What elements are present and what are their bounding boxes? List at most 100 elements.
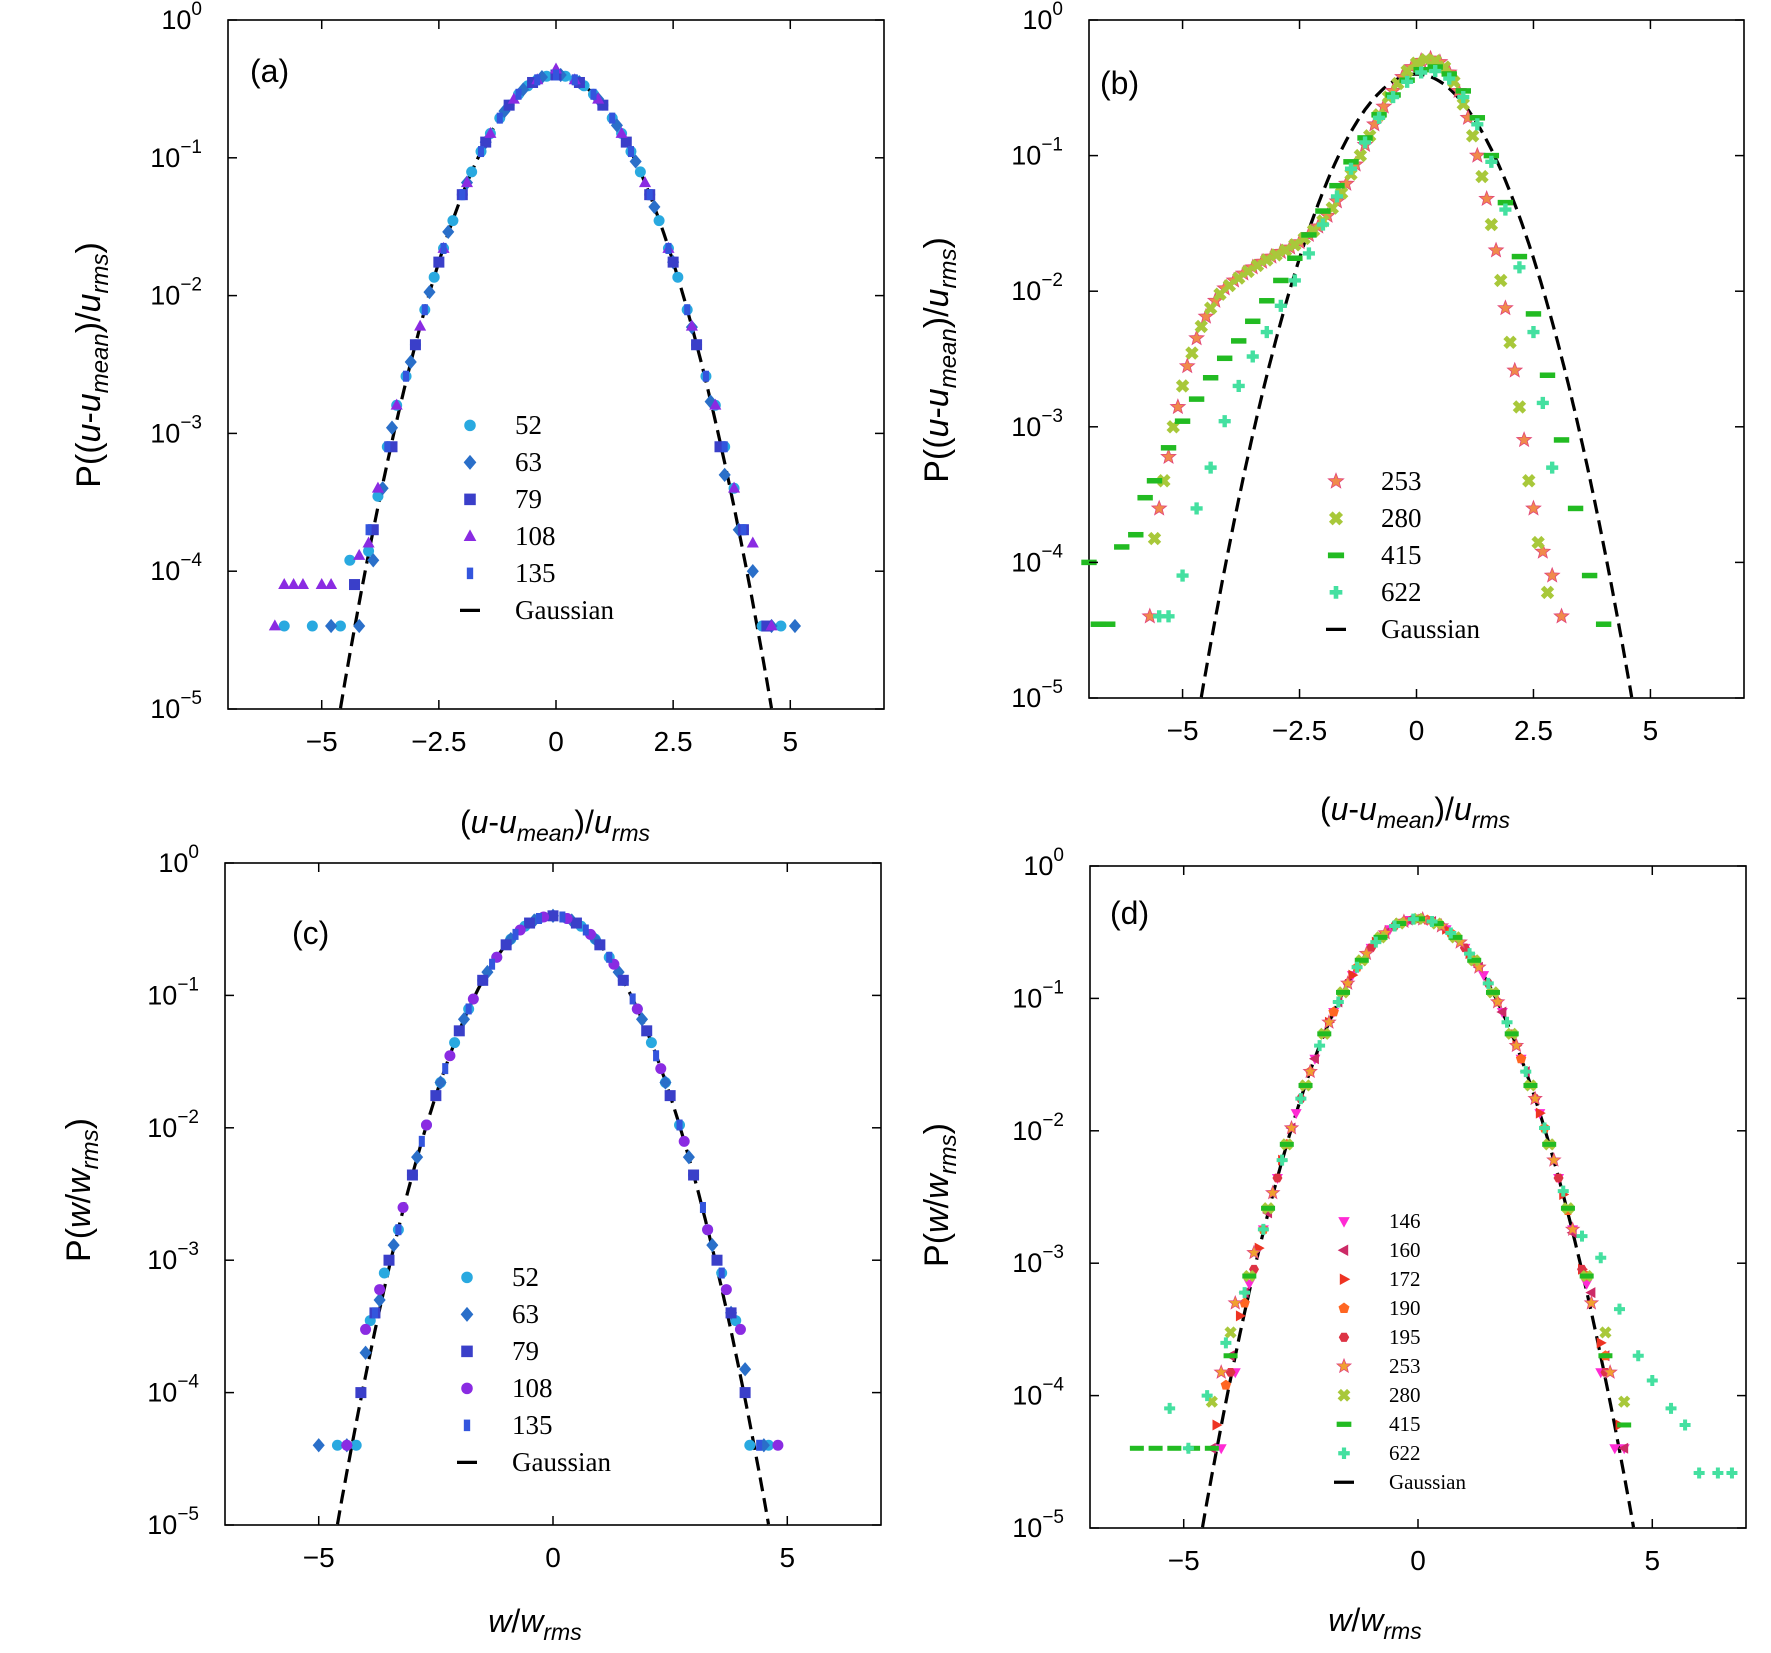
data-point xyxy=(746,536,759,548)
data-point xyxy=(1232,379,1245,393)
data-point xyxy=(411,1150,424,1165)
data-point xyxy=(1220,1337,1232,1349)
data-point xyxy=(1531,535,1545,550)
data-point xyxy=(1496,1006,1507,1018)
data-point xyxy=(1679,1419,1691,1431)
x-tick-label: 2.5 xyxy=(654,726,693,757)
data-point xyxy=(1583,1294,1600,1310)
data-point xyxy=(1188,396,1205,402)
data-point xyxy=(1535,1107,1546,1119)
panel-b-y-axis-label: P((u-umean)/urms) xyxy=(918,237,962,483)
data-point xyxy=(739,1387,751,1399)
data-point xyxy=(1261,1205,1276,1211)
data-point xyxy=(1227,1294,1243,1310)
y-tick-label: 10−2 xyxy=(1011,270,1063,306)
data-point xyxy=(1150,499,1168,516)
data-point xyxy=(1419,52,1433,67)
data-point xyxy=(367,524,379,536)
data-point xyxy=(507,92,520,104)
data-point xyxy=(500,939,512,951)
x-tick-label: 5 xyxy=(1644,1545,1660,1576)
data-point xyxy=(1218,415,1231,428)
data-point xyxy=(1190,502,1203,515)
data-point xyxy=(665,242,672,254)
data-point xyxy=(1220,1379,1232,1390)
legend-marker xyxy=(1337,1388,1351,1402)
data-point xyxy=(1489,993,1506,1009)
data-point xyxy=(428,271,440,283)
data-point xyxy=(1114,544,1130,550)
data-point xyxy=(552,69,560,81)
gaussian-line xyxy=(338,73,774,709)
data-point xyxy=(1485,155,1498,168)
data-point xyxy=(1618,1395,1631,1408)
data-point xyxy=(1339,975,1356,990)
data-point xyxy=(1400,64,1414,78)
data-point xyxy=(1128,531,1144,538)
data-point xyxy=(1222,278,1237,293)
panel-d-y-axis-label: P(w/wrms) xyxy=(918,1123,962,1267)
data-point xyxy=(385,420,399,435)
data-point xyxy=(372,490,384,502)
data-point xyxy=(1539,372,1556,378)
data-point xyxy=(1182,1442,1194,1454)
panel-b-label: (b) xyxy=(1100,65,1139,101)
data-point xyxy=(1224,1326,1237,1339)
legend-marker xyxy=(463,454,477,470)
data-point xyxy=(1525,499,1542,516)
legend-gaussian-label: Gaussian xyxy=(1389,1470,1466,1494)
data-point xyxy=(374,1284,386,1296)
panel-d-series xyxy=(1129,911,1738,1479)
legend-label: 415 xyxy=(1389,1412,1421,1436)
data-point xyxy=(1351,961,1363,973)
data-point xyxy=(404,354,417,370)
data-point xyxy=(559,911,566,923)
data-point xyxy=(421,304,428,316)
data-point xyxy=(1617,1422,1632,1428)
data-point xyxy=(378,1267,390,1279)
data-point xyxy=(1216,355,1233,362)
data-point xyxy=(718,467,731,483)
data-point xyxy=(373,1292,386,1308)
data-point xyxy=(1546,1152,1562,1167)
data-point xyxy=(449,1037,461,1049)
data-point xyxy=(1343,159,1359,165)
data-point xyxy=(1520,1066,1532,1078)
data-point xyxy=(1314,1040,1326,1052)
data-point xyxy=(478,146,485,158)
data-point xyxy=(1595,621,1612,627)
data-point xyxy=(386,441,398,453)
data-point xyxy=(1260,253,1274,267)
data-point xyxy=(1467,957,1482,963)
data-point xyxy=(761,620,773,632)
data-point xyxy=(390,398,403,410)
data-point xyxy=(430,1090,442,1102)
data-point xyxy=(1599,1326,1612,1339)
panel-b-legend: 253 280 415 622 Gaussian xyxy=(1326,466,1480,644)
data-point xyxy=(1567,505,1584,512)
data-point xyxy=(667,256,679,268)
data-point xyxy=(676,1119,683,1131)
legend-gaussian-label: Gaussian xyxy=(515,595,614,625)
legend-label: 63 xyxy=(515,447,542,477)
data-point xyxy=(775,620,787,632)
legend-marker xyxy=(464,419,476,432)
data-point xyxy=(1164,1402,1176,1414)
data-point xyxy=(699,1202,706,1214)
data-point xyxy=(423,284,436,300)
data-point xyxy=(1542,1141,1557,1147)
data-point xyxy=(570,917,582,929)
legend-label: 52 xyxy=(512,1262,539,1292)
x-tick-label: −2.5 xyxy=(411,726,466,757)
y-tick-label: 10−2 xyxy=(1012,1110,1064,1146)
data-point xyxy=(1693,1467,1705,1479)
data-point xyxy=(590,88,597,100)
data-point xyxy=(420,1119,432,1131)
data-point xyxy=(592,92,605,104)
data-point xyxy=(653,1050,660,1062)
data-point xyxy=(1213,287,1227,301)
data-point xyxy=(1464,948,1476,960)
data-point xyxy=(1147,531,1162,546)
data-point xyxy=(1137,494,1153,501)
